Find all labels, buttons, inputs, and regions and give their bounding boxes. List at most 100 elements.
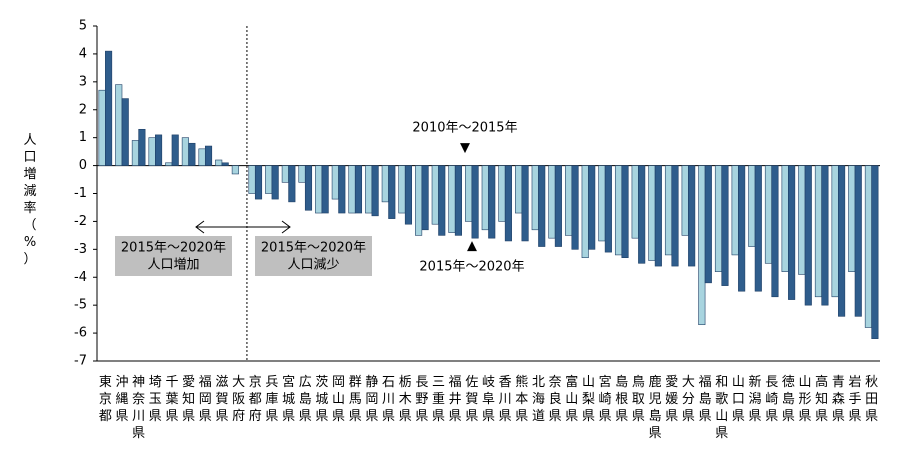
- bar: [754, 165, 762, 292]
- y-tick-label: -1: [74, 186, 87, 201]
- bar: [438, 165, 446, 236]
- x-tick-label: 香川県: [499, 375, 512, 424]
- bar: [421, 165, 429, 231]
- x-tick-label: 栃木県: [399, 375, 412, 424]
- x-tick-label: 大分県: [682, 375, 695, 424]
- y-axis-label: 人口増減率（%）: [23, 133, 36, 267]
- y-tick-label: 5: [79, 19, 87, 34]
- y-tick-label: -2: [74, 214, 87, 229]
- bar: [348, 165, 356, 214]
- bar: [798, 165, 806, 275]
- x-tick-label: 熊本県: [515, 374, 528, 424]
- bar: [871, 165, 879, 339]
- x-tick-label: 山梨県: [582, 375, 595, 424]
- x-tick-label: 鳥取県: [632, 375, 645, 424]
- bar: [604, 165, 612, 253]
- y-tick-label: 2: [79, 102, 87, 117]
- bar: [115, 84, 123, 166]
- bar: [531, 165, 539, 231]
- x-tick-label: 青森県: [832, 375, 845, 424]
- note-text: 人口減少: [287, 257, 339, 273]
- bar: [431, 165, 439, 225]
- x-tick-label: 福井県: [449, 375, 462, 424]
- x-tick-label: 高知県: [815, 374, 828, 424]
- bar: [588, 165, 596, 250]
- note-box: [255, 236, 372, 276]
- note-box: [115, 236, 232, 276]
- bar: [721, 165, 729, 286]
- x-tick-label: 山形県: [799, 375, 812, 424]
- bar: [465, 165, 473, 222]
- x-tick-label: 三重県: [432, 375, 445, 424]
- bar: [381, 165, 389, 203]
- x-tick-label: 宮城県: [282, 374, 295, 424]
- x-tick-label: 愛知県: [182, 375, 195, 424]
- bar: [288, 165, 296, 203]
- x-tick-label: 島根県: [615, 375, 628, 424]
- bar: [504, 165, 512, 242]
- x-tick-label: 徳島県: [782, 375, 795, 424]
- bar: [138, 128, 146, 166]
- note-text: 2015年～2020年: [261, 241, 366, 256]
- bar: [781, 165, 789, 272]
- bar: [638, 165, 646, 264]
- bar: [448, 165, 456, 233]
- bar: [481, 165, 489, 231]
- bar: [814, 165, 822, 298]
- bar: [771, 165, 779, 298]
- x-tick-label: 石川県: [382, 375, 395, 424]
- x-tick-label: 北海道: [532, 375, 545, 424]
- bar: [471, 165, 479, 239]
- bar: [281, 165, 289, 183]
- x-tick-label: 千葉県: [165, 375, 178, 424]
- bar: [271, 165, 279, 200]
- x-tick-label: 鹿児島県: [649, 374, 662, 441]
- x-tick-label: 京都府: [249, 375, 262, 424]
- x-tick-label: 静岡県: [365, 375, 378, 424]
- x-tick-label: 岡山県: [332, 375, 345, 424]
- x-tick-label: 愛媛県: [665, 375, 678, 424]
- bar: [198, 148, 206, 166]
- annotation-arrow: ▲: [467, 239, 477, 254]
- bar: [648, 165, 656, 261]
- bar: [398, 165, 406, 214]
- bar: [354, 165, 363, 214]
- bar: [731, 165, 739, 256]
- bar: [738, 165, 746, 292]
- annotation-arrow: ▼: [460, 141, 470, 156]
- bar: [848, 165, 856, 272]
- bar: [538, 165, 546, 247]
- y-tick-label: -4: [74, 270, 87, 285]
- bar: [671, 165, 679, 267]
- bar: [664, 165, 673, 256]
- bar: [121, 98, 129, 166]
- bar: [631, 165, 639, 239]
- bar: [221, 162, 229, 166]
- bar: [748, 165, 756, 247]
- bar: [688, 165, 696, 267]
- bar: [548, 165, 556, 239]
- x-tick-label: 大阪府: [232, 375, 245, 424]
- bar: [854, 165, 862, 317]
- bar: [404, 165, 413, 225]
- bar: [614, 165, 623, 256]
- bar: [231, 165, 239, 175]
- x-tick-label: 秋田県: [865, 375, 878, 424]
- bar: [331, 165, 339, 200]
- bar: [554, 165, 562, 247]
- bar: [498, 165, 506, 222]
- bar: [821, 165, 829, 306]
- note-text: 2015年～2020年: [121, 241, 226, 256]
- x-tick-label: 岐阜県: [482, 375, 495, 424]
- bar: [681, 165, 689, 236]
- x-tick-label: 宮崎県: [599, 374, 612, 424]
- bar: [204, 145, 213, 166]
- x-tick-label: 埼玉県: [149, 375, 162, 424]
- bar: [188, 142, 196, 166]
- x-tick-label: 兵庫県: [265, 375, 278, 424]
- x-tick-label: 新潟県: [749, 374, 762, 424]
- y-tick-label: -3: [74, 242, 87, 257]
- bar: [764, 165, 773, 264]
- series-annotation: 2010年～2015年: [412, 121, 517, 136]
- bar: [831, 165, 839, 298]
